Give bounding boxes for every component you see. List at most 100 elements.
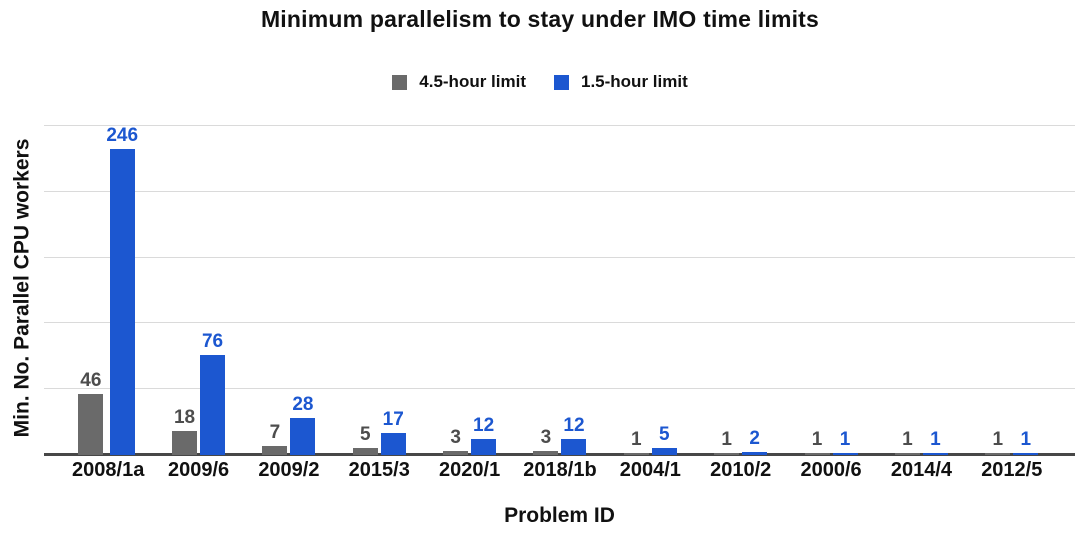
bar-column: 1: [894, 126, 920, 455]
bar-1.5-hour limit-2009/6: [200, 354, 226, 455]
x-axis-title: Problem ID: [504, 504, 615, 527]
bar-4.5-hour limit-2000/6: [804, 453, 830, 455]
x-tick-label-2015/3: 2015/3: [348, 459, 410, 481]
bar-group-2009/2: 7 28: [244, 126, 334, 455]
chart-title: Minimum parallelism to stay under IMO ti…: [260, 6, 820, 32]
bar-column: 1: [804, 126, 830, 455]
bar-group-2015/3: 5 17: [334, 126, 424, 455]
bar-4.5-hour limit-2009/2: [262, 445, 288, 455]
bar-4.5-hour limit-2014/4: [894, 453, 920, 455]
x-tick-label-2020/1: 2020/1: [439, 459, 501, 481]
x-tick-label-2012/5: 2012/5: [981, 459, 1043, 481]
value-label: 5: [659, 424, 670, 446]
bar-1.5-hour limit-2000/6: [832, 453, 858, 455]
bar-column: 246: [106, 126, 138, 455]
bar-column: 7: [262, 126, 288, 455]
value-label: 18: [173, 407, 196, 429]
legend-item-1-5-hour: 1.5-hour limit: [554, 72, 688, 92]
bar-column: 1: [714, 126, 740, 455]
bar-column: 1: [985, 126, 1011, 455]
bar-column: 76: [200, 126, 226, 455]
bar-column: 5: [651, 126, 677, 455]
bar-column: 1: [922, 126, 948, 455]
bar-4.5-hour limit-2020/1: [443, 451, 469, 455]
bar-column: 5: [352, 126, 378, 455]
value-label: 1: [631, 429, 642, 450]
gridline-250: [44, 125, 1075, 126]
x-tick-label-2018/1b: 2018/1b: [523, 459, 597, 481]
bar-column: 1: [1013, 126, 1039, 455]
bar-1.5-hour limit-2012/5: [1013, 453, 1039, 455]
bar-4.5-hour limit-2015/3: [352, 448, 378, 455]
bar-group-2020/1: 3 12: [424, 126, 514, 455]
bar-1.5-hour limit-2018/1b: [561, 439, 587, 455]
bar-column: 46: [78, 126, 104, 455]
bar-4.5-hour limit-2008/1a: [78, 394, 104, 455]
gridline-50: [44, 388, 1075, 390]
x-tick-label-2000/6: 2000/6: [800, 459, 862, 481]
value-label: 7: [269, 421, 281, 443]
bar-4.5-hour limit-2012/5: [985, 453, 1011, 455]
bar-1.5-hour limit-2010/2: [742, 452, 768, 455]
bar-1.5-hour limit-2008/1a: [109, 149, 135, 455]
legend-swatch-gray: [392, 74, 408, 90]
bar-4.5-hour limit-2009/6: [172, 431, 198, 455]
value-label: 46: [80, 370, 102, 392]
value-label: 1: [930, 429, 941, 450]
value-label: 5: [359, 424, 371, 446]
legend: 4.5-hour limit 1.5-hour limit: [0, 72, 1080, 92]
value-label: 12: [473, 415, 495, 437]
bar-1.5-hour limit-2009/2: [290, 418, 316, 455]
y-axis-title-wrap: Min. No. Parallel CPU workers: [0, 112, 44, 464]
bar-column: 12: [471, 126, 497, 455]
x-axis-line: [44, 453, 1075, 456]
gridline-150: [44, 256, 1075, 258]
bar-column: 17: [380, 126, 406, 455]
bar-column: 3: [533, 126, 559, 455]
value-label: 1: [721, 429, 732, 450]
bar-4.5-hour limit-2018/1b: [533, 451, 559, 455]
bar-1.5-hour limit-2020/1: [471, 439, 497, 455]
legend-label: 1.5-hour limit: [581, 72, 688, 91]
bar-column: 3: [443, 126, 469, 455]
value-label: 1: [992, 429, 1004, 450]
legend-item-4-5-hour: 4.5-hour limit: [392, 72, 526, 92]
x-tick-label-2009/2: 2009/2: [258, 459, 320, 481]
bar-column: 2: [742, 126, 768, 455]
bar-group-2009/6: 18 76: [153, 126, 243, 455]
legend-label: 4.5-hour limit: [419, 72, 526, 91]
bar-4.5-hour limit-2004/1: [623, 453, 649, 455]
plot-area: 46 246 18 76 7 28 5 17 3 12 3 12 1 5 1 2 1 1 1 1 1 1: [44, 125, 1075, 456]
bar-1.5-hour limit-2015/3: [380, 432, 406, 455]
x-tick-label-2008/1a: 2008/1a: [72, 459, 145, 481]
value-label: 12: [563, 415, 585, 437]
gridline-100: [44, 322, 1075, 324]
value-label: 1: [902, 429, 913, 450]
legend-swatch-blue: [554, 74, 569, 90]
value-label: 1: [811, 429, 823, 450]
value-label: 28: [292, 394, 314, 416]
x-axis-tick-labels: 2008/1a 2009/6 2009/2 2015/3 2020/1 2018/1b 20…: [44, 459, 1075, 482]
x-tick-label-2004/1: 2004/1: [619, 459, 681, 481]
x-tick-label-2014/4: 2014/4: [890, 459, 952, 481]
bar-group-2018/1b: 3 12: [515, 126, 605, 455]
value-label: 2: [749, 428, 760, 450]
bar-1.5-hour limit-2014/4: [922, 453, 948, 455]
value-label: 3: [450, 427, 461, 449]
bar-column: 1: [832, 126, 858, 455]
bar-column: 28: [290, 126, 316, 455]
value-label: 3: [540, 427, 552, 449]
x-tick-label-2009/6: 2009/6: [167, 459, 230, 481]
value-label: 246: [106, 125, 139, 146]
bar-column: 18: [172, 126, 198, 455]
y-axis-title: Min. No. Parallel CPU workers: [10, 138, 34, 438]
value-label: 17: [382, 408, 404, 430]
bar-column: 1: [623, 126, 649, 455]
value-label: 1: [1020, 429, 1032, 450]
bar-4.5-hour limit-2010/2: [714, 453, 740, 455]
value-label: 76: [201, 330, 224, 352]
